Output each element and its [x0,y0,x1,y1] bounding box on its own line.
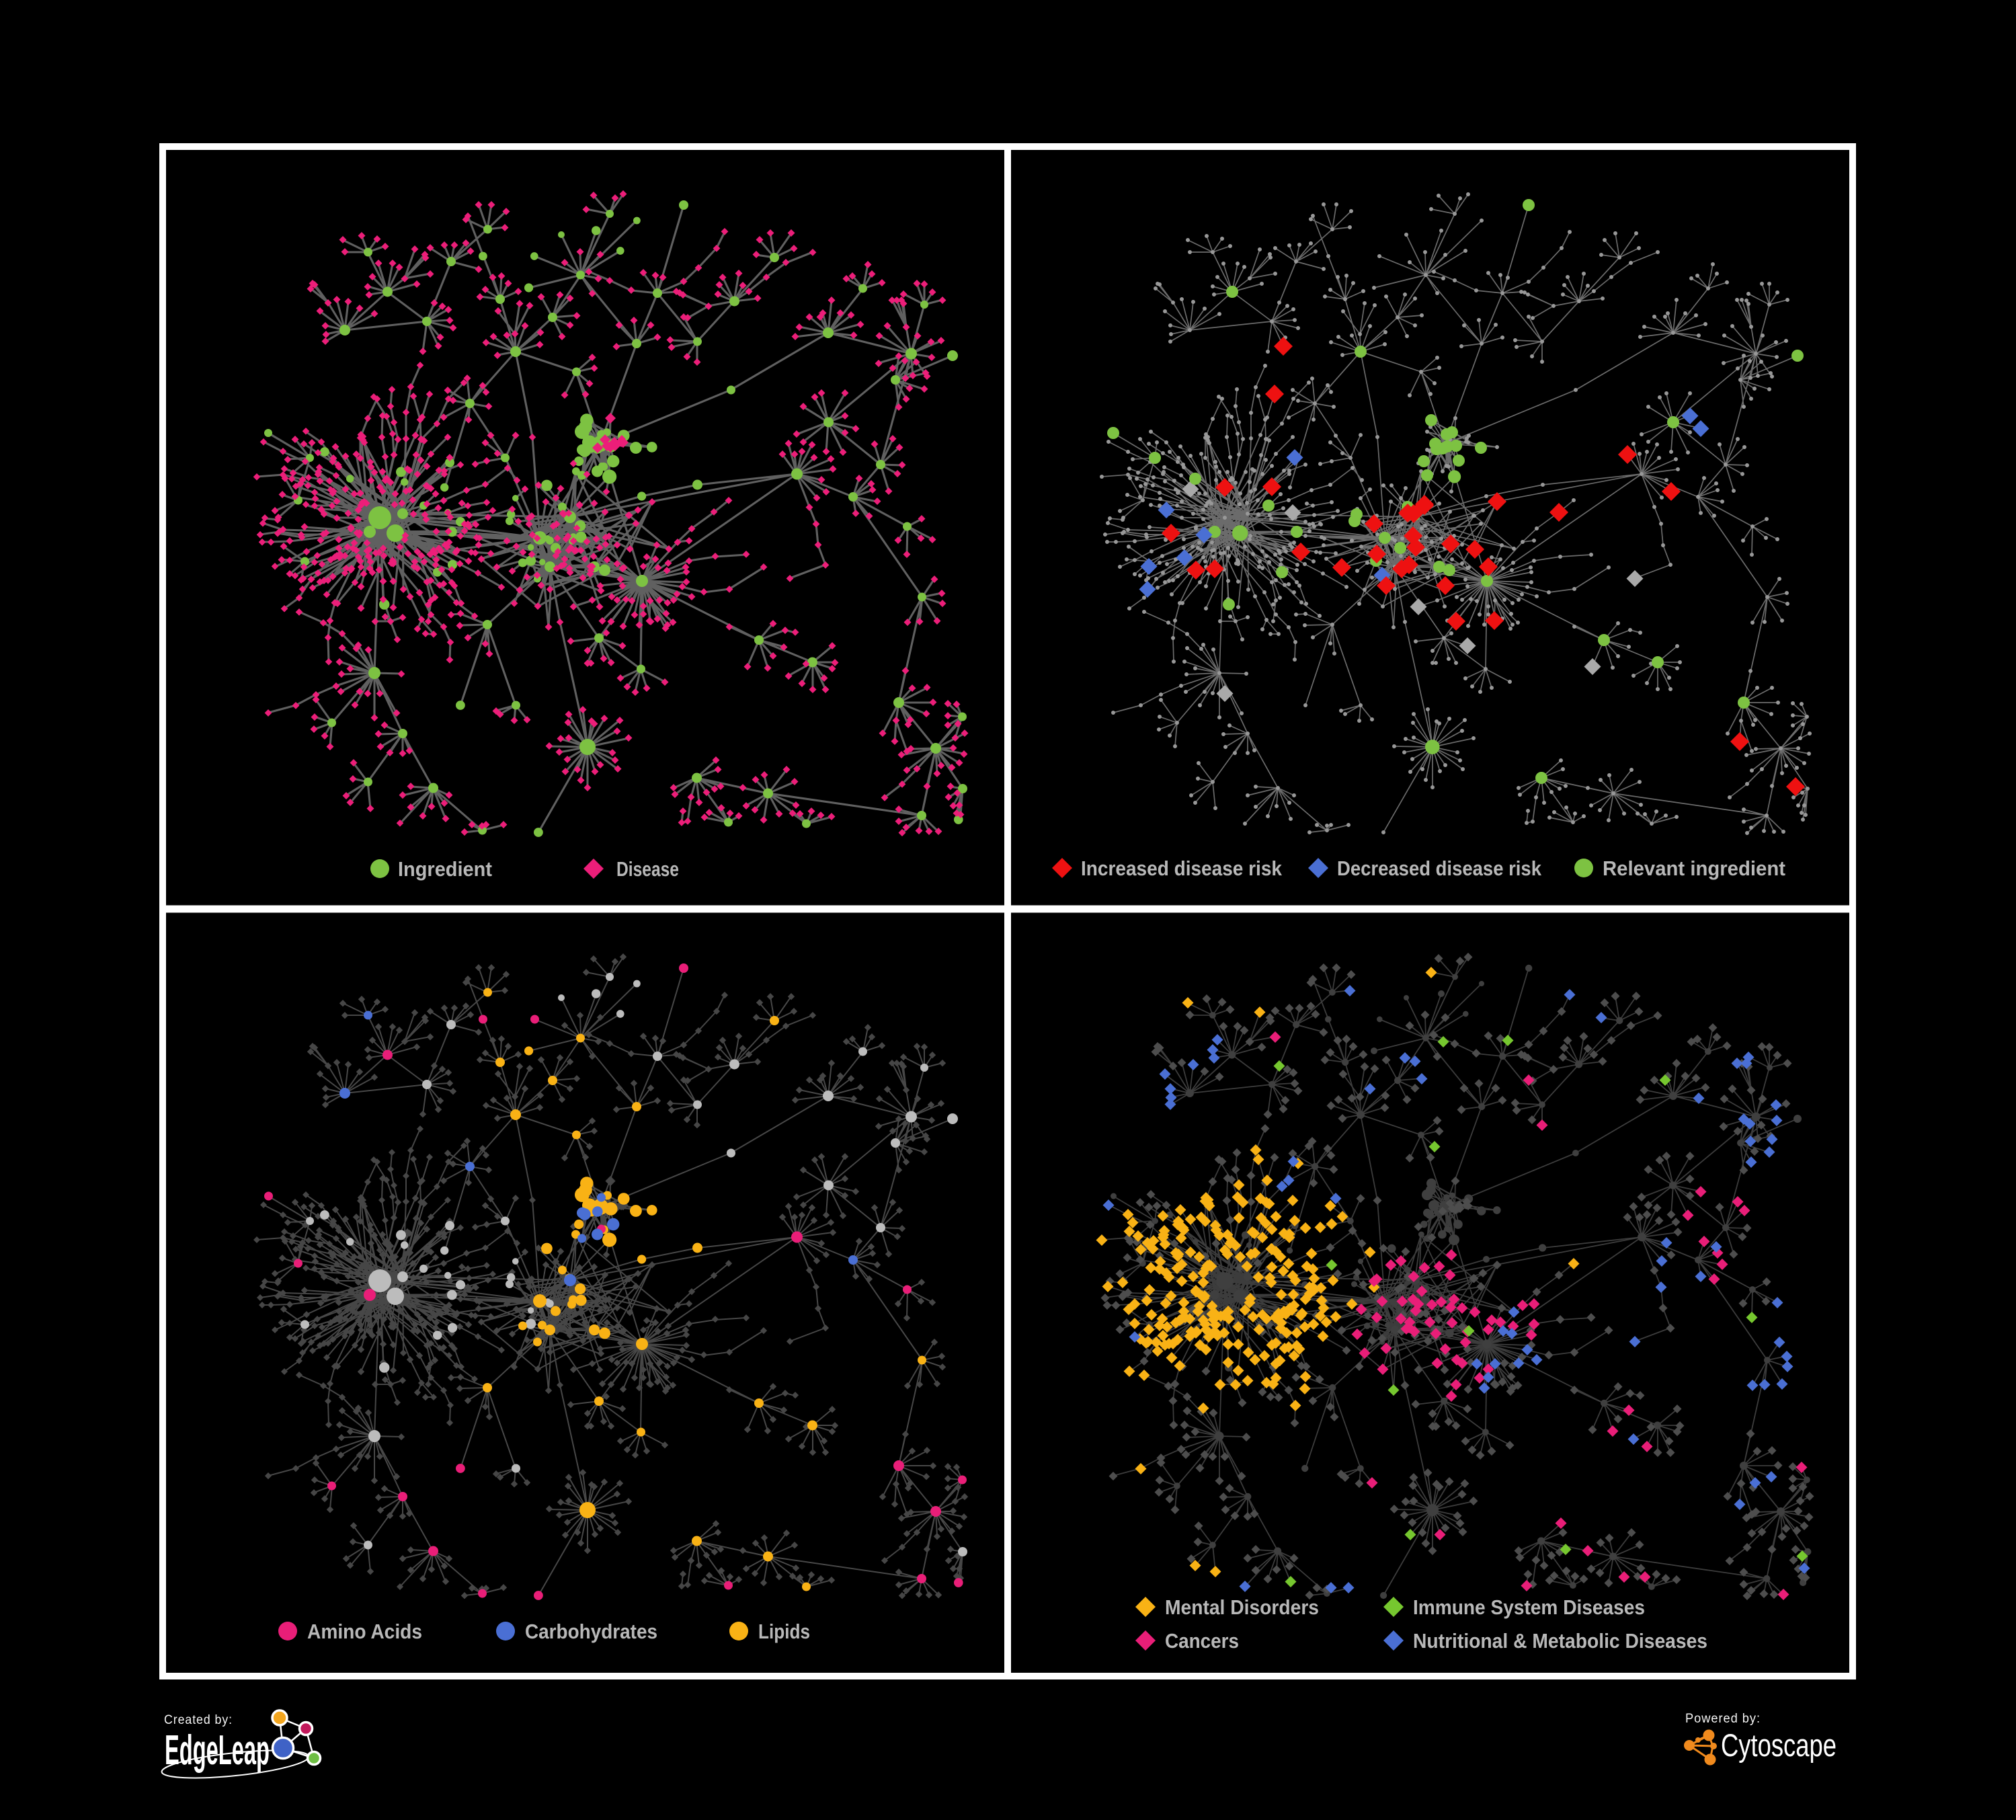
svg-text:Disease: Disease [616,857,679,881]
svg-text:Immune System Diseases: Immune System Diseases [1413,1595,1645,1619]
svg-text:Cytoscape: Cytoscape [1721,1727,1837,1763]
svg-text:Cancers: Cancers [1165,1629,1239,1653]
svg-text:EdgeLeap: EdgeLeap [165,1727,270,1774]
svg-text:Amino Acids: Amino Acids [307,1620,422,1643]
svg-text:Carbohydrates: Carbohydrates [525,1620,657,1643]
svg-text:Created by:: Created by: [164,1713,233,1727]
svg-text:Powered by:: Powered by: [1685,1712,1761,1726]
svg-text:Increased disease risk: Increased disease risk [1081,857,1283,880]
svg-text:Relevant ingredient: Relevant ingredient [1603,857,1785,880]
svg-text:Ingredient: Ingredient [398,857,492,881]
svg-text:Decreased disease risk: Decreased disease risk [1337,857,1542,880]
svg-text:Mental Disorders: Mental Disorders [1165,1595,1319,1619]
svg-text:Nutritional & Metabolic Diseas: Nutritional & Metabolic Diseases [1413,1629,1707,1653]
svg-text:Lipids: Lipids [758,1620,810,1643]
